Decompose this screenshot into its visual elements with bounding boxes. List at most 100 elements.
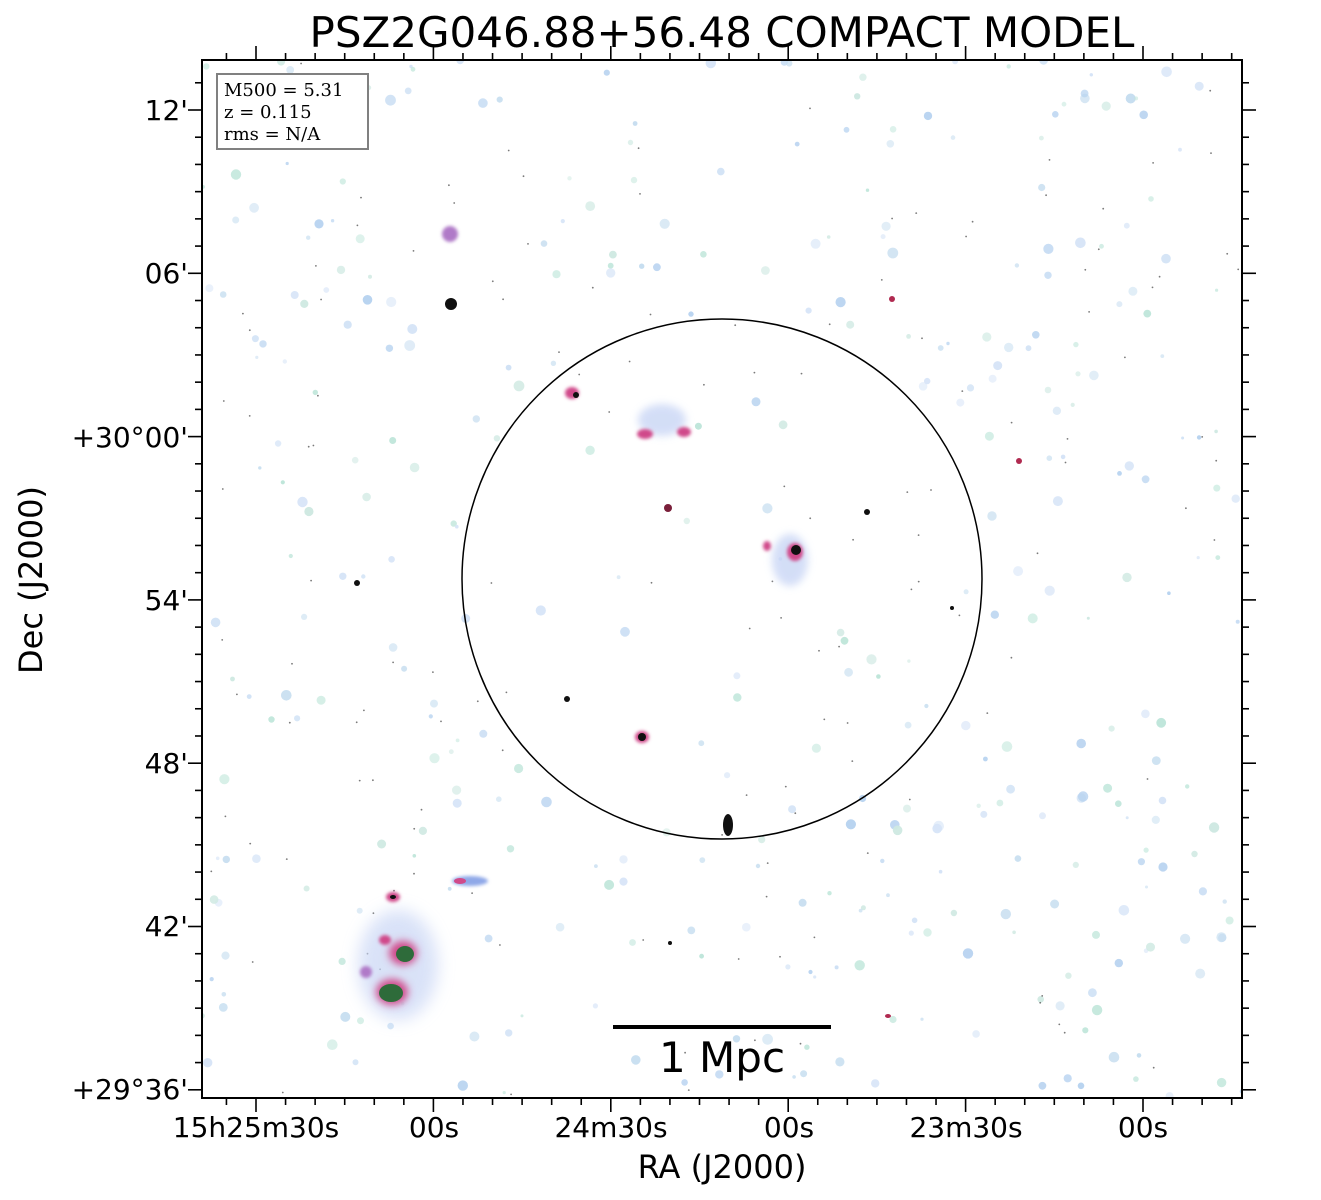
noise-dot — [522, 175, 525, 178]
faint-source — [428, 714, 433, 719]
faint-source — [1165, 1092, 1174, 1098]
bright-source-cluster — [358, 876, 488, 1020]
faint-source — [357, 1017, 364, 1025]
faint-source — [1001, 741, 1013, 752]
faint-source — [961, 720, 971, 731]
faint-source — [1037, 996, 1044, 1003]
faint-source — [937, 345, 944, 351]
noise-dot — [360, 196, 362, 199]
faint-source — [404, 87, 412, 95]
faint-source — [1141, 709, 1150, 719]
faint-source — [780, 60, 788, 66]
faint-source — [203, 63, 210, 70]
faint-source — [535, 605, 546, 616]
faint-source — [259, 340, 267, 348]
faint-source — [1099, 243, 1104, 249]
figure-title: PSZ2G046.88+56.48 COMPACT MODEL — [310, 8, 1136, 57]
faint-source — [1222, 899, 1227, 904]
noise-dot — [312, 444, 315, 447]
faint-source — [268, 716, 275, 723]
noise-dot — [765, 895, 768, 898]
faint-source — [705, 60, 716, 69]
faint-source — [1134, 96, 1139, 101]
noise-dot — [684, 1051, 686, 1054]
faint-source — [1117, 471, 1122, 476]
noise-dot — [917, 580, 920, 583]
faint-source — [907, 659, 911, 663]
faint-source — [1141, 475, 1150, 484]
faint-source — [505, 1029, 513, 1037]
faint-source — [1191, 850, 1198, 858]
faint-source — [592, 1003, 599, 1009]
noise-dot — [420, 808, 423, 811]
faint-source — [792, 1075, 796, 1079]
faint-source — [1137, 858, 1145, 866]
faint-source — [1194, 81, 1204, 91]
noise-dot — [224, 815, 227, 818]
faint-source — [724, 772, 731, 779]
faint-source — [688, 311, 694, 317]
faint-source — [1088, 988, 1097, 998]
noise-dot — [527, 243, 529, 245]
faint-source — [892, 825, 903, 836]
faint-source — [301, 613, 308, 621]
faint-source — [1216, 1077, 1227, 1088]
faint-source — [560, 219, 565, 224]
faint-source — [1235, 619, 1240, 624]
noise-dot — [649, 313, 652, 316]
faint-source — [389, 437, 397, 444]
noise-dot — [222, 400, 225, 402]
faint-source — [1032, 331, 1040, 339]
noise-dot — [608, 411, 611, 413]
noise-dot — [628, 360, 631, 363]
noise-dot — [703, 383, 705, 386]
faint-source — [1145, 885, 1148, 889]
faint-source — [429, 753, 440, 764]
faint-source — [987, 511, 997, 521]
faint-source — [361, 574, 366, 579]
noise-dot — [908, 798, 911, 801]
faint-source — [1077, 1082, 1085, 1090]
faint-source — [778, 420, 788, 430]
noise-dot — [1237, 268, 1240, 271]
faint-source — [920, 1017, 924, 1021]
faint-source — [742, 922, 751, 932]
noise-dot — [510, 1093, 512, 1096]
faint-source — [1215, 555, 1221, 560]
faint-source — [452, 798, 462, 808]
faint-source — [1038, 1081, 1047, 1090]
faint-source — [327, 1039, 338, 1050]
faint-source — [984, 431, 994, 441]
noise-dot — [372, 912, 375, 915]
info-mass: M500 = 5.31 — [224, 80, 343, 101]
x-tick-label: 00s — [764, 1111, 814, 1144]
noise-dot — [558, 351, 560, 353]
noise-dot — [1045, 194, 1047, 197]
faint-source — [1161, 253, 1171, 264]
faint-source — [219, 774, 230, 785]
noise-dot — [1063, 1031, 1066, 1034]
faint-source — [699, 857, 706, 863]
noise-dot — [851, 760, 854, 762]
faint-source — [1124, 461, 1135, 471]
faint-source — [1060, 454, 1066, 460]
info-redshift: z = 0.115 — [224, 102, 312, 123]
faint-source — [681, 1079, 688, 1086]
noise-dot — [1084, 268, 1087, 271]
faint-source — [887, 247, 899, 259]
faint-source — [1136, 1053, 1142, 1058]
faint-source — [826, 235, 831, 239]
noise-dot — [491, 280, 494, 283]
faint-source — [950, 909, 958, 917]
noise-dot — [1210, 152, 1212, 155]
faint-source — [755, 863, 761, 869]
faint-source — [1044, 386, 1052, 394]
faint-source — [1181, 436, 1185, 440]
faint-source — [368, 274, 372, 279]
x-tick-labels: 15h25m30s 00s 24m30s 00s 23m30s 00s — [173, 1111, 1168, 1144]
faint-source — [407, 324, 418, 334]
faint-source — [1065, 972, 1072, 979]
faint-source — [1216, 932, 1227, 943]
noise-dot — [823, 718, 826, 721]
faint-source — [956, 398, 965, 407]
